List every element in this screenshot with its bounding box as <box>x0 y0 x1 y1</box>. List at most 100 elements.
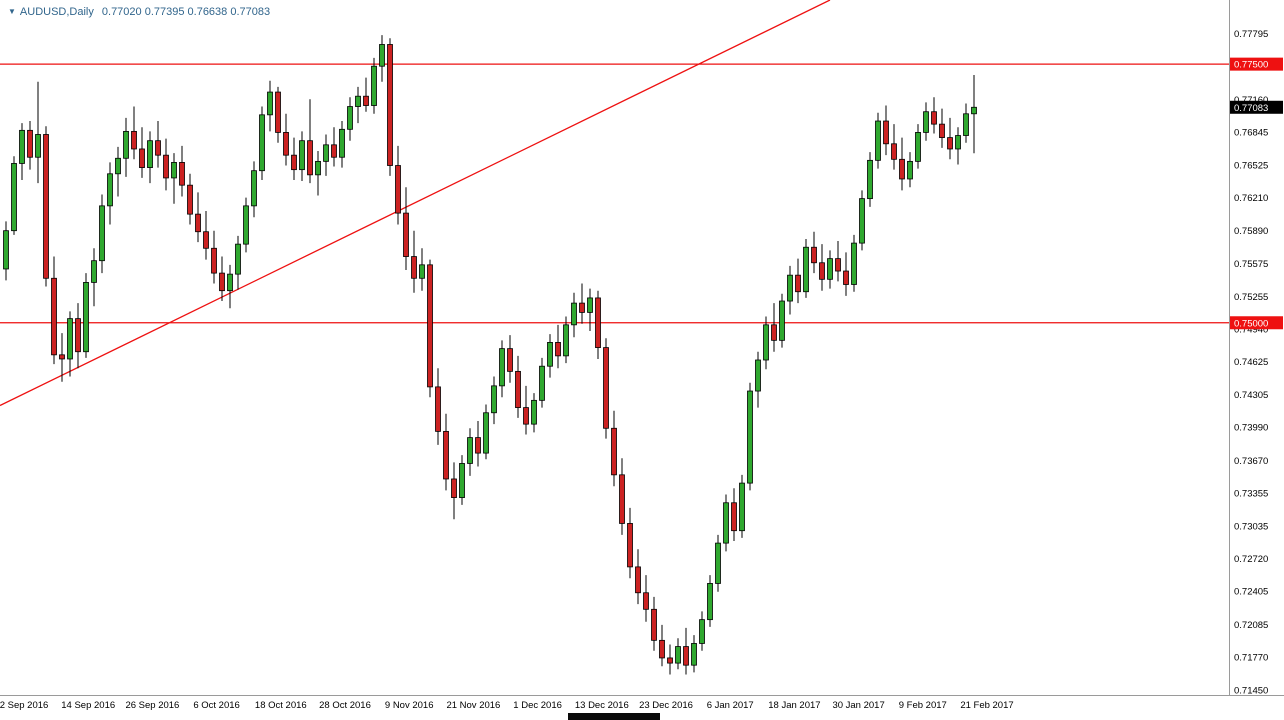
candle <box>267 80 273 132</box>
candle-body <box>51 277 57 356</box>
candle <box>907 152 913 188</box>
candle <box>51 256 57 365</box>
time-axis-label[interactable]: 21 Nov 2016 <box>446 700 500 711</box>
candle <box>955 127 961 165</box>
candle-body <box>739 482 745 532</box>
candle-body <box>267 91 273 116</box>
candle <box>835 241 841 282</box>
candle-body <box>459 463 465 498</box>
candle-body <box>387 44 393 166</box>
candle <box>683 627 689 675</box>
candle-body <box>755 359 761 392</box>
candle <box>403 187 409 270</box>
candle-body <box>659 639 665 659</box>
time-axis-label[interactable]: 9 Feb 2017 <box>899 700 947 711</box>
candle-body <box>747 390 753 484</box>
candle <box>283 113 289 166</box>
time-axis-label[interactable]: 6 Oct 2016 <box>193 700 239 711</box>
candle <box>435 368 441 445</box>
candle <box>859 190 865 251</box>
candle-body <box>931 111 937 125</box>
candle <box>523 385 529 435</box>
time-axis-label[interactable]: 13 Dec 2016 <box>575 700 629 711</box>
candle <box>915 124 921 169</box>
candle-body <box>571 302 577 326</box>
candle <box>795 258 801 304</box>
candle-body <box>651 608 657 641</box>
price-axis-label: 0.74940 <box>1234 324 1268 335</box>
price-axis-label: 0.73670 <box>1234 456 1268 467</box>
price-axis-label: 0.75890 <box>1234 226 1268 237</box>
candle-body <box>507 348 513 372</box>
candle-body <box>339 128 345 158</box>
candle-body <box>91 260 97 283</box>
candle <box>275 86 281 143</box>
candle-body <box>819 262 825 280</box>
candle-body <box>963 113 969 136</box>
candle-body <box>315 160 321 176</box>
candle-body <box>75 318 81 353</box>
time-axis-label[interactable]: 28 Oct 2016 <box>319 700 371 711</box>
time-axis-label[interactable]: 18 Oct 2016 <box>255 700 307 711</box>
candle-body <box>715 542 721 584</box>
candle <box>203 211 209 260</box>
candle <box>459 455 465 505</box>
candle-body <box>859 198 865 244</box>
price-axis-label: 0.73990 <box>1234 423 1268 434</box>
time-axis-label[interactable]: 30 Jan 2017 <box>832 700 884 711</box>
price-axis-label: 0.73035 <box>1234 522 1268 533</box>
candle-body <box>19 129 25 164</box>
candle-body <box>363 95 369 106</box>
candle <box>587 288 593 332</box>
candle <box>291 137 297 180</box>
time-axis-label[interactable]: 23 Dec 2016 <box>639 700 693 711</box>
time-axis-label[interactable]: 14 Sep 2016 <box>61 700 115 711</box>
time-axis-label[interactable]: 9 Nov 2016 <box>385 700 434 711</box>
candle-body <box>619 474 625 524</box>
candle-body <box>475 437 481 454</box>
candle <box>579 283 585 324</box>
candle-body <box>227 273 233 292</box>
time-axis-label[interactable]: 2 Sep 2016 <box>0 700 48 711</box>
price-axis-label: 0.76525 <box>1234 161 1268 172</box>
candle-body <box>675 646 681 664</box>
candle <box>923 102 929 141</box>
candle-body <box>331 144 337 158</box>
scrollbar-thumb[interactable] <box>568 713 660 720</box>
price-badge <box>1230 57 1283 71</box>
time-axis-label[interactable]: 18 Jan 2017 <box>768 700 820 711</box>
price-badge-label: 0.75000 <box>1234 318 1268 329</box>
price-axis-label: 0.74305 <box>1234 390 1268 401</box>
candle <box>259 106 265 180</box>
candle <box>875 112 881 169</box>
candle <box>491 376 497 425</box>
time-axis-label[interactable]: 1 Dec 2016 <box>513 700 562 711</box>
time-axis-label[interactable]: 6 Jan 2017 <box>707 700 754 711</box>
candle <box>811 231 817 274</box>
candle <box>947 117 953 160</box>
candle <box>99 194 105 274</box>
candle-body <box>307 140 313 176</box>
candle-body <box>131 130 137 150</box>
candle-body <box>483 412 489 454</box>
time-axis-label[interactable]: 21 Feb 2017 <box>960 700 1013 711</box>
candle <box>707 575 713 627</box>
candle <box>427 259 433 398</box>
candle <box>819 244 825 291</box>
candle <box>571 292 577 338</box>
trendline[interactable] <box>0 0 831 407</box>
price-badge-label: 0.77083 <box>1234 103 1268 114</box>
time-axis-label[interactable]: 26 Sep 2016 <box>125 700 179 711</box>
candle-body <box>915 132 921 162</box>
candle-body <box>99 205 105 262</box>
candle <box>123 117 129 177</box>
candle-body <box>603 347 609 429</box>
candle <box>643 575 649 622</box>
candle <box>851 234 857 292</box>
candle-body <box>419 264 425 279</box>
candle-body <box>59 354 65 360</box>
price-axis-label: 0.76210 <box>1234 193 1268 204</box>
chart-header: ▼ AUDUSD,Daily 0.77020 0.77395 0.76638 0.7… <box>8 6 270 18</box>
